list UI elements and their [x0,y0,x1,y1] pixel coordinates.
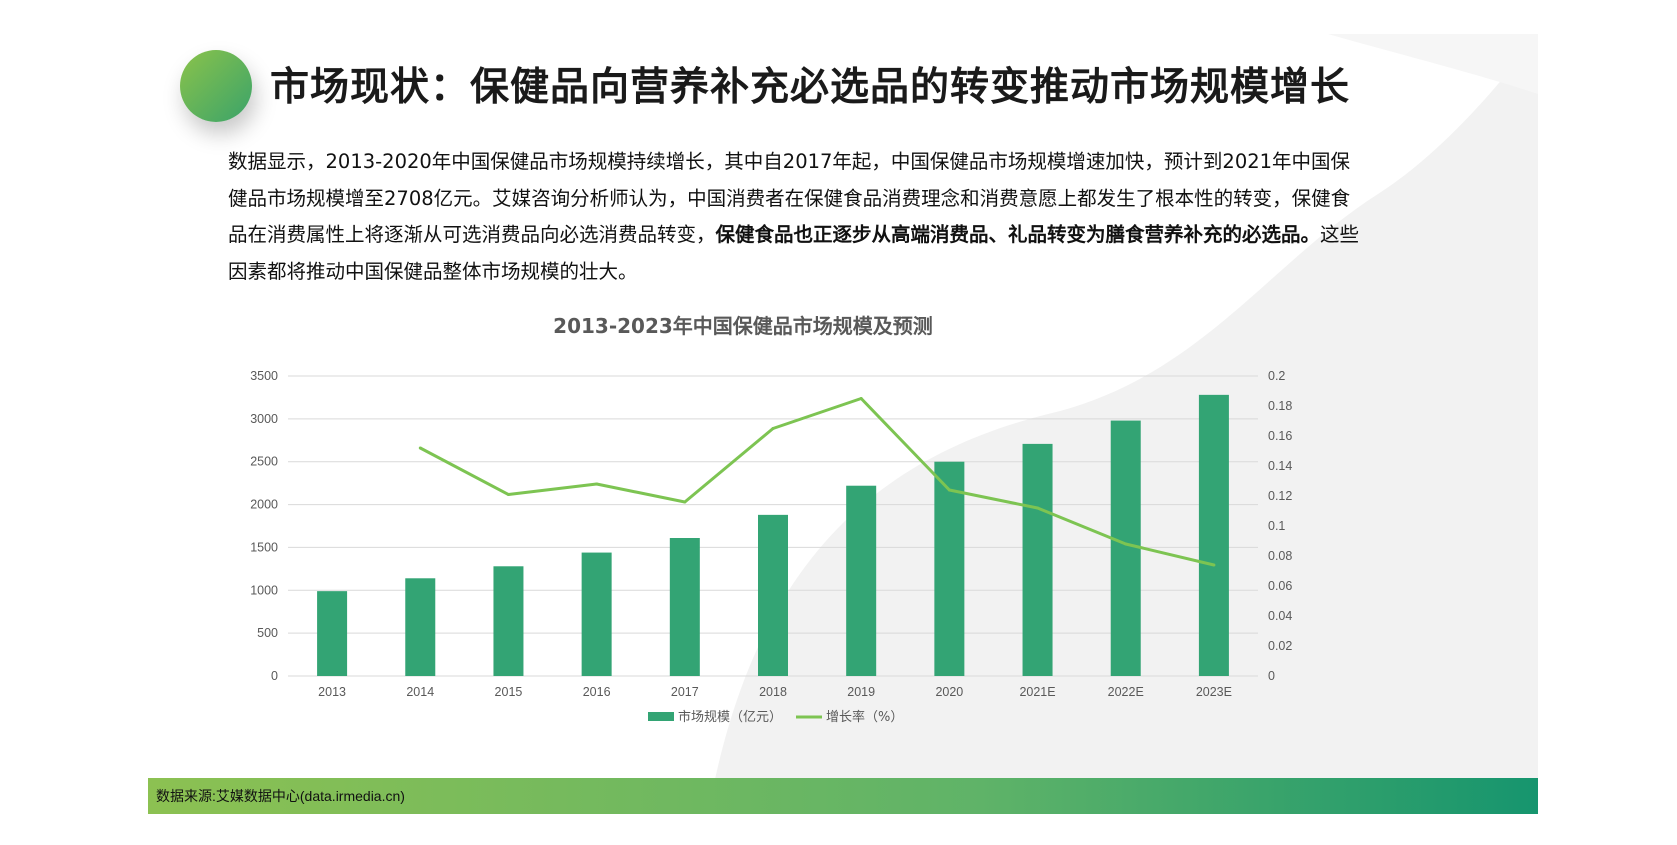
y-right-tick-label: 0.16 [1268,429,1292,443]
x-tick-label: 2021E [1019,685,1055,699]
paragraph-bold-text: 保健食品也正逐步从高端消费品、礼品转变为膳食营养补充的必选品。 [715,223,1321,246]
y-right-tick-label: 0.08 [1268,549,1292,563]
y-right-tick-label: 0.02 [1268,639,1292,653]
x-tick-label: 2014 [406,685,434,699]
bar-2021E [1022,443,1053,676]
x-tick-label: 2020 [935,685,963,699]
y-left-tick-label: 3000 [250,412,278,426]
y-right-tick-label: 0.2 [1268,369,1285,383]
x-tick-label: 2023E [1196,685,1232,699]
y-left-tick-label: 0 [271,669,278,683]
description-paragraph: 数据显示，2013-2020年中国保健品市场规模持续增长，其中自2017年起，中… [228,144,1368,290]
x-tick-label: 2016 [583,685,611,699]
bar-2022E [1110,420,1141,676]
paragraph-text-1: 数据显示，2013-2020年中国保健品市场规模持续增长，其中自2017年起，中… [228,150,1351,246]
y-left-tick-label: 1500 [250,540,278,554]
x-tick-label: 2022E [1108,685,1144,699]
y-right-tick-label: 0.12 [1268,489,1292,503]
growth-rate-point-2020 [947,488,951,492]
title-circle-icon [180,50,252,122]
chart-title: 2013-2023年中国保健品市场规模及预测 [553,314,933,338]
footer-bar: 数据来源:艾媒数据中心(data.irmedia.cn) [148,778,1538,814]
growth-rate-point-2014 [418,446,422,450]
y-right-tick-label: 0.06 [1268,579,1292,593]
bar-2016 [581,552,612,676]
x-tick-label: 2017 [671,685,699,699]
y-right-tick-label: 0.14 [1268,459,1292,473]
bar-2014 [405,578,436,676]
legend-label-line: 增长率（%） [826,709,903,725]
bar-2017 [669,538,700,676]
page-title: 市场现状：保健品向营养补充必选品的转变推动市场规模增长 [270,65,1351,110]
bar-2023E [1198,394,1229,676]
growth-rate-point-2016 [595,482,599,486]
bar-2013 [317,591,348,676]
y-left-tick-label: 500 [257,626,278,640]
slide: 市场现状：保健品向营养补充必选品的转变推动市场规模增长 数据显示，2013-20… [148,34,1538,814]
growth-rate-point-2019 [859,397,863,400]
x-tick-label: 2018 [759,685,787,699]
bar-2020 [934,461,965,676]
y-left-tick-label: 3500 [250,369,278,383]
y-left-tick-label: 2000 [250,498,278,512]
y-right-tick-label: 0 [1268,669,1275,683]
growth-rate-point-2022E [1124,542,1128,546]
y-left-tick-label: 1000 [250,583,278,597]
combo-chart: 0 500 1000 1500 2000 2500 3000 3500 0 0.02 0.04 0.0… [250,369,1292,725]
x-tick-label: 2015 [495,685,523,699]
bar-2015 [493,566,524,676]
paragraph-text-2: 这些因素都将推动中国保健品整体市场规模的壮大。 [228,223,1360,283]
legend-swatch-bar [648,712,674,721]
y-right-tick-label: 0.1 [1268,519,1285,533]
bar-2018 [758,514,788,676]
growth-rate-line [419,397,1215,567]
bar-2019 [846,485,877,676]
y-right-tick-label: 0.18 [1268,399,1292,413]
growth-rate-point-2023E [1212,563,1216,567]
y-right-tick-label: 0.04 [1268,609,1292,623]
x-tick-label: 2019 [847,685,875,699]
legend-label-bar: 市场规模（亿元） [678,709,782,725]
growth-rate-point-2021E [1036,506,1040,510]
y-left-tick-label: 2500 [250,455,278,469]
growth-rate-point-2018 [771,427,775,430]
growth-rate-point-2015 [506,493,510,496]
growth-rate-point-2017 [683,500,687,504]
x-tick-label: 2013 [318,685,346,699]
data-source: 数据来源:艾媒数据中心(data.irmedia.cn) [156,788,405,804]
